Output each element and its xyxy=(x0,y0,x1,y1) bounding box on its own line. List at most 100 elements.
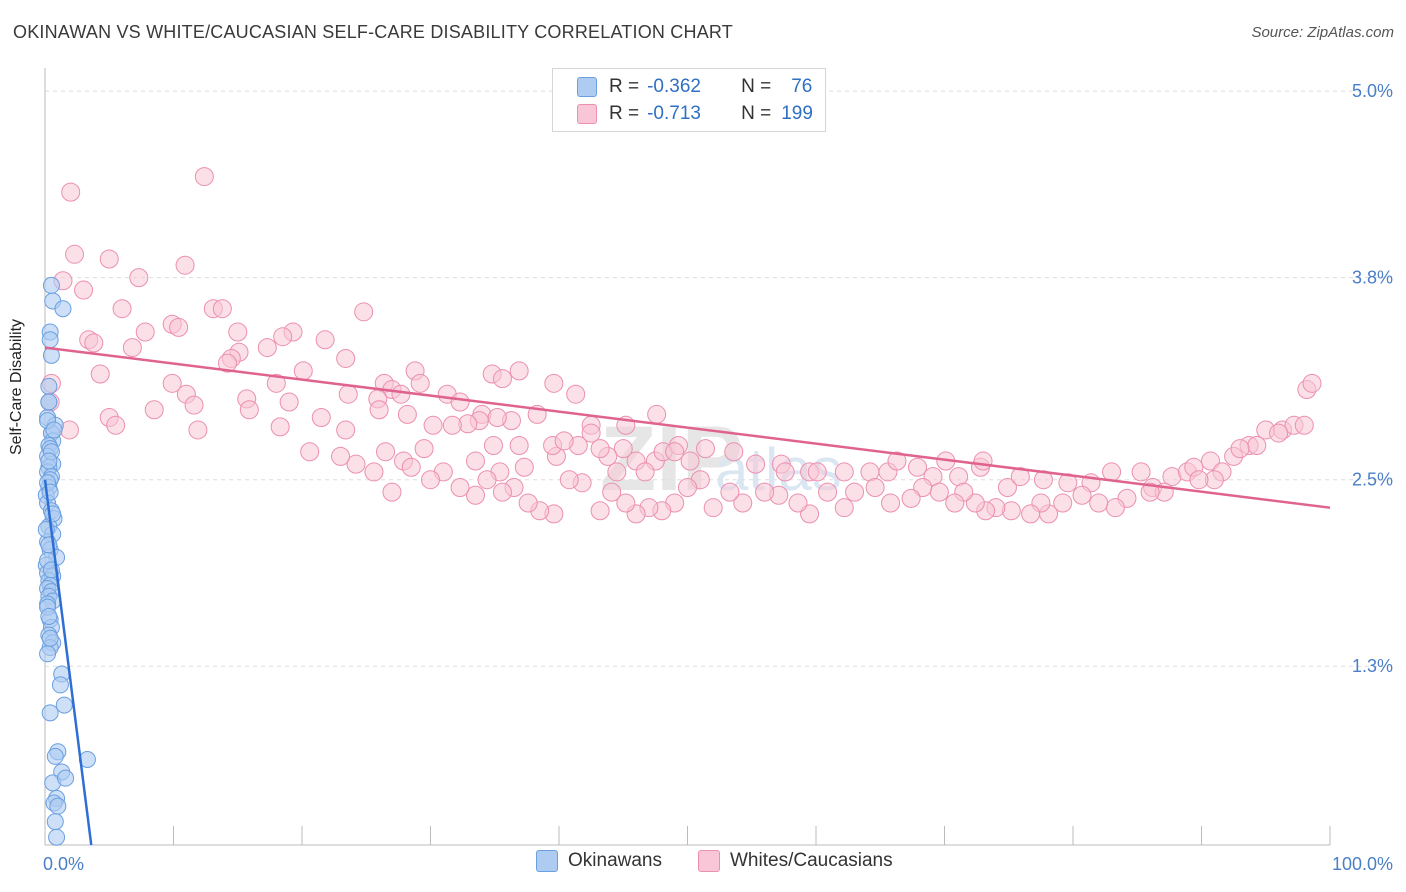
white-caucasian-point xyxy=(1269,423,1289,443)
okinawan-point xyxy=(40,377,58,395)
white-caucasian-point xyxy=(544,373,564,393)
white-caucasian-point xyxy=(74,280,94,300)
white-caucasian-point xyxy=(695,439,715,459)
n-value: 76 xyxy=(791,76,813,97)
white-caucasian-point xyxy=(590,501,610,521)
white-caucasian-point xyxy=(194,167,214,187)
okinawan-point xyxy=(46,813,64,831)
white-caucasian-point xyxy=(300,442,320,462)
legend-row-whites: R = -0.713 N = 199 xyxy=(577,102,813,126)
white-caucasian-point xyxy=(450,477,470,497)
white-caucasian-point xyxy=(1200,451,1220,471)
x-tick-label: 0.0% xyxy=(43,854,84,874)
white-caucasian-point xyxy=(336,348,356,368)
white-caucasian-point xyxy=(514,457,534,477)
okinawan-point xyxy=(48,828,66,846)
white-caucasian-point xyxy=(331,446,351,466)
white-caucasian-point xyxy=(607,462,627,482)
white-caucasian-point xyxy=(1102,462,1122,482)
white-caucasian-point xyxy=(665,442,685,462)
white-caucasian-point xyxy=(364,462,384,482)
white-caucasian-point xyxy=(635,462,655,482)
white-caucasian-point xyxy=(834,462,854,482)
whites-caucasians-trendline xyxy=(44,346,1331,509)
okinawan-point xyxy=(40,393,58,411)
white-caucasian-point xyxy=(129,268,149,288)
okinawan-point xyxy=(41,331,59,349)
n-label: N = xyxy=(741,103,772,124)
okinawan-point xyxy=(45,421,63,439)
white-caucasian-point xyxy=(346,454,366,474)
white-caucasian-point xyxy=(1021,504,1041,524)
white-caucasian-point xyxy=(1189,470,1209,490)
white-caucasian-point xyxy=(1294,415,1314,435)
whites-legend-label: Whites/Caucasians xyxy=(730,850,893,871)
white-caucasian-point xyxy=(465,451,485,471)
white-caucasian-point xyxy=(1010,467,1030,487)
white-caucasian-point xyxy=(84,333,104,353)
white-caucasian-point xyxy=(720,482,740,502)
white-caucasian-point xyxy=(908,457,928,477)
legend-okinawans: Okinawans xyxy=(536,850,662,872)
white-caucasian-point xyxy=(465,485,485,505)
y-tick-label: 2.5% xyxy=(1352,470,1393,490)
white-caucasian-point xyxy=(1302,373,1322,393)
white-caucasian-point xyxy=(965,493,985,513)
white-caucasian-point xyxy=(450,392,470,412)
okinawan-point xyxy=(41,483,59,501)
white-caucasian-point xyxy=(376,442,396,462)
legend-whites: Whites/Caucasians xyxy=(698,850,893,872)
white-caucasian-point xyxy=(1072,485,1092,505)
white-caucasian-point xyxy=(65,244,85,264)
okinawan-point xyxy=(49,797,67,815)
white-caucasian-point xyxy=(311,408,331,428)
white-caucasian-point xyxy=(421,470,440,490)
r-value: -0.362 xyxy=(647,76,701,97)
whites-legend-swatch xyxy=(698,850,720,872)
white-caucasian-point xyxy=(184,395,204,415)
white-caucasian-point xyxy=(865,477,885,497)
white-caucasian-point xyxy=(613,439,633,459)
white-caucasian-point xyxy=(279,392,299,412)
white-caucasian-point xyxy=(217,353,237,373)
white-caucasian-point xyxy=(1140,482,1160,502)
white-caucasian-point xyxy=(162,373,182,393)
whites-swatch xyxy=(577,104,597,124)
okinawan-point xyxy=(40,607,58,625)
n-label: N = xyxy=(741,76,772,97)
white-caucasian-point xyxy=(61,182,81,202)
white-caucasian-point xyxy=(746,454,766,474)
y-tick-label: 1.3% xyxy=(1352,656,1393,676)
white-caucasian-point xyxy=(1053,493,1073,513)
white-caucasian-point xyxy=(492,482,512,502)
okinawan-point xyxy=(41,704,59,722)
okinawans-swatch xyxy=(577,77,597,97)
white-caucasian-point xyxy=(800,504,820,524)
okinawan-point xyxy=(54,300,72,318)
white-caucasian-point xyxy=(680,451,700,471)
white-caucasian-point xyxy=(175,255,195,275)
white-caucasian-point xyxy=(257,338,277,358)
white-caucasian-point xyxy=(929,482,949,502)
white-caucasian-point xyxy=(818,482,838,502)
white-caucasian-point xyxy=(228,322,248,342)
white-caucasian-point xyxy=(881,493,901,513)
y-tick-label: 5.0% xyxy=(1352,81,1393,101)
white-caucasian-point xyxy=(354,302,374,322)
white-caucasian-point xyxy=(887,451,907,471)
white-caucasian-point xyxy=(369,400,389,420)
tick-labels: 1.3% 2.5% 3.8% 5.0% 0.0% 100.0% xyxy=(43,81,1393,874)
white-caucasian-point xyxy=(559,470,579,490)
okinawans-trendline xyxy=(43,479,93,846)
white-caucasian-point xyxy=(382,482,402,502)
white-caucasian-point xyxy=(169,317,189,337)
okinawan-point xyxy=(40,452,58,470)
okinawans-legend-swatch xyxy=(536,850,558,872)
white-caucasian-point xyxy=(315,330,335,350)
okinawan-point xyxy=(44,505,62,523)
white-caucasian-point xyxy=(1247,436,1267,456)
white-caucasian-point xyxy=(945,493,965,513)
white-caucasian-point xyxy=(266,373,286,393)
stats-legend: R = -0.362 N = 76 R = -0.713 N = 199 xyxy=(552,68,826,132)
